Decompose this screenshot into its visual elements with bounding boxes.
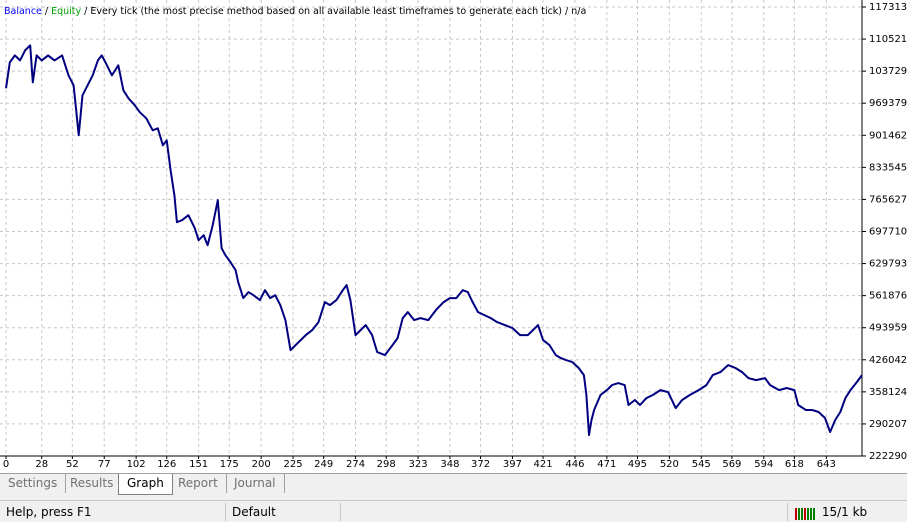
legend-separator: / [45,6,49,17]
y-tick-label: 901462 [869,130,907,141]
profile: Default [225,503,342,521]
help-text: Help, press F1 [6,505,92,519]
x-tick-label: 471 [597,459,616,470]
tab[interactable]: Journal [226,474,285,493]
x-tick-label: 545 [692,459,711,470]
x-tick-label: 274 [346,459,365,470]
tab[interactable]: Graph [118,474,173,495]
grid [0,0,862,457]
y-tick-label: 561876 [869,291,907,302]
x-tick-label: 175 [220,459,239,470]
y-tick-label: 1037296 [869,66,907,77]
x-tick-label: 643 [817,459,836,470]
x-tick-label: 102 [127,459,146,470]
x-tick-label: 126 [157,459,176,470]
x-tick-label: 569 [722,459,741,470]
traffic: 15/1 kb [787,503,904,521]
y-tick-label: 426042 [869,355,907,366]
chart-title: Every tick (the most precise method base… [90,6,586,17]
y-tick-label: 1105213 [869,34,907,45]
x-tick-label: 397 [503,459,522,470]
x-tick-label: 249 [314,459,333,470]
status-bar: Help, press F1 Default 15/1 kb [0,500,907,522]
chart: Balance / Equity / Every tick (the most prec… [0,0,907,473]
y-tick-label: 833545 [869,162,907,173]
y-tick-label: 765627 [869,194,907,205]
y-tick-label: 493959 [869,323,907,334]
legend-entry: Equity [51,6,81,17]
x-tick-label: 200 [252,459,271,470]
y-tick-label: 629793 [869,259,907,270]
y-tick-label: 969379 [869,98,907,109]
tab[interactable]: Report [170,474,227,493]
y-tick-label: 222290 [869,451,907,462]
y-tick-label: 358124 [869,387,907,398]
traffic-icon [795,507,815,520]
x-tick-label: 225 [283,459,302,470]
balance-line [5,44,863,436]
x-tick-label: 151 [189,459,208,470]
x-tick-label: 594 [754,459,773,470]
x-tick-label: 446 [565,459,584,470]
empty-cell [340,503,787,521]
chart-header: Balance / Equity / Every tick (the most prec… [4,6,586,17]
tab-bar: Settings Results Graph Report Journal [0,473,907,495]
x-tick-label: 618 [785,459,804,470]
x-tick-label: 0 [3,459,9,470]
x-tick-label: 77 [98,459,111,470]
x-tick-label: 323 [409,459,428,470]
x-tick-label: 372 [471,459,490,470]
x-tick-label: 520 [660,459,679,470]
x-tick-label: 28 [35,459,48,470]
y-tick-label: 697710 [869,227,907,238]
y-tick-label: 290207 [869,419,907,430]
tab[interactable]: Results [62,474,123,493]
tab[interactable]: Settings [0,474,67,493]
x-tick-label: 421 [534,459,553,470]
x-tick-label: 348 [440,459,459,470]
traffic-text: 15/1 kb [821,505,868,519]
chart-background [0,0,907,473]
legend-separator: / [84,6,88,17]
x-tick-label: 52 [66,459,79,470]
x-tick-label: 495 [628,459,647,470]
legend-entry: Balance [4,6,42,17]
x-tick-label: 298 [377,459,396,470]
